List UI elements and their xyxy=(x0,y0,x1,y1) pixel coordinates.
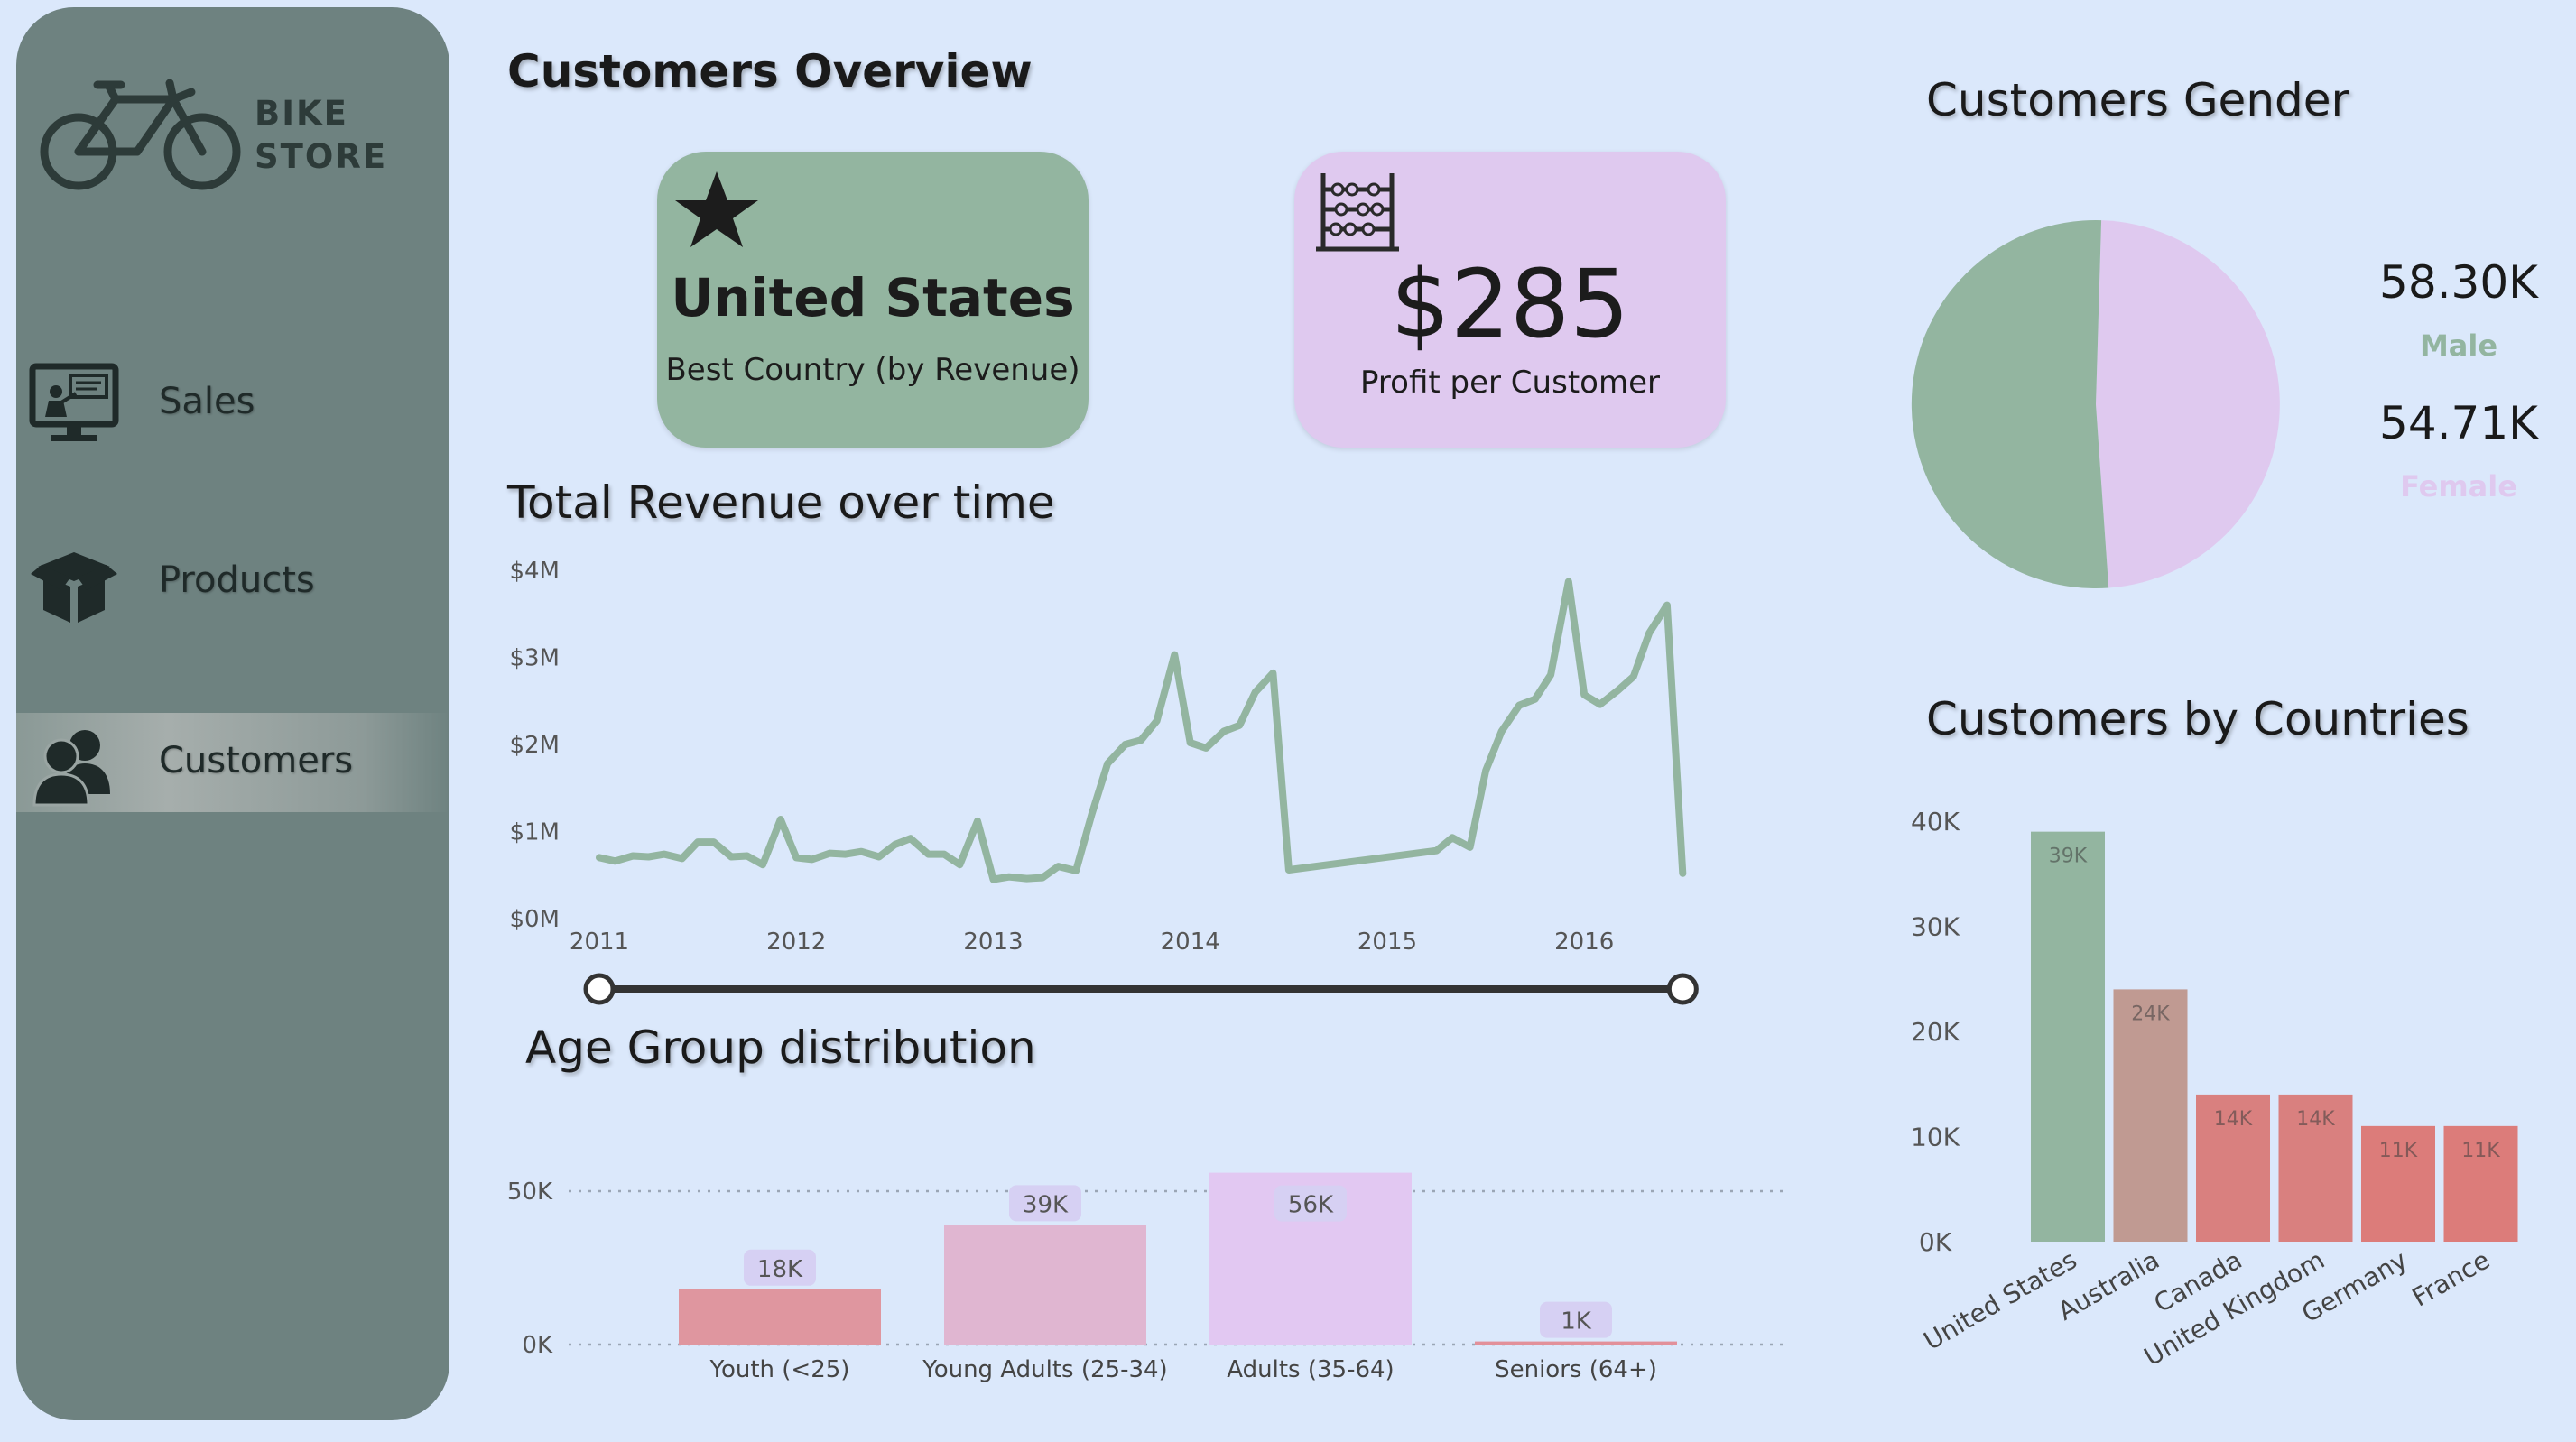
gender-pie-chart[interactable] xyxy=(1904,213,2284,592)
female-count: 54.71K xyxy=(2379,397,2538,449)
male-count: 58.30K xyxy=(2379,256,2538,309)
age-data-label-bg xyxy=(744,1249,816,1286)
profit-card: $285 Profit per Customer xyxy=(1294,152,1726,448)
age-chart-title: Age Group distribution xyxy=(525,1021,1036,1074)
age-bar[interactable] xyxy=(679,1289,881,1345)
country-category-label: France xyxy=(2407,1244,2495,1312)
profit-caption: Profit per Customer xyxy=(1360,365,1660,401)
male-label: Male xyxy=(2419,328,2498,363)
country-bar[interactable] xyxy=(2361,1125,2435,1242)
users-icon xyxy=(32,730,110,807)
country-bar[interactable] xyxy=(2113,989,2188,1242)
revenue-y-tick: $1M xyxy=(509,819,560,846)
age-category-label: Seniors (64+) xyxy=(1495,1356,1657,1383)
country-bar[interactable] xyxy=(2278,1094,2353,1242)
best-country-card: United States Best Country (by Revenue) xyxy=(657,152,1089,448)
nav-item-customers[interactable]: Customers xyxy=(16,713,449,812)
age-data-label-bg xyxy=(1274,1185,1347,1222)
nav-label-customers: Customers xyxy=(159,740,354,781)
revenue-chart-title: Total Revenue over time xyxy=(507,476,1055,529)
age-data-label-bg xyxy=(1540,1301,1612,1338)
revenue-y-tick: $2M xyxy=(509,732,560,759)
revenue-x-tick: 2013 xyxy=(963,929,1023,956)
countries-y-tick: 0K xyxy=(1919,1227,1952,1257)
age-data-label: 39K xyxy=(1023,1191,1069,1218)
abacus-icon xyxy=(1316,173,1399,252)
revenue-series-line xyxy=(596,578,1687,883)
age-data-label: 56K xyxy=(1288,1192,1334,1219)
age-data-label-bg xyxy=(1009,1185,1081,1222)
female-label: Female xyxy=(2400,469,2517,504)
country-data-label: 24K xyxy=(2131,1003,2170,1025)
country-data-label: 11K xyxy=(2379,1140,2418,1162)
revenue-x-tick: 2015 xyxy=(1357,929,1417,956)
monitor-presentation-icon xyxy=(29,363,119,441)
revenue-y-tick: $3M xyxy=(509,645,560,672)
revenue-y-tick: $4M xyxy=(509,558,560,585)
best-country-value: United States xyxy=(671,267,1075,328)
countries-y-tick: 40K xyxy=(1911,807,1960,837)
profit-value: $285 xyxy=(1390,249,1630,359)
revenue-x-tick: 2011 xyxy=(570,929,629,956)
countries-y-tick: 10K xyxy=(1911,1123,1960,1152)
country-bar[interactable] xyxy=(2196,1094,2270,1242)
best-country-caption: Best Country (by Revenue) xyxy=(665,352,1080,388)
countries-y-tick: 20K xyxy=(1911,1017,1960,1047)
revenue-x-tick: 2016 xyxy=(1554,929,1614,956)
age-data-label: 18K xyxy=(757,1256,803,1283)
gender-pie-slice-male[interactable] xyxy=(1911,220,2109,589)
country-data-label: 14K xyxy=(2296,1108,2335,1131)
age-bar[interactable] xyxy=(944,1225,1146,1345)
country-data-label: 14K xyxy=(2214,1108,2253,1131)
bike-logo-icon xyxy=(40,79,241,190)
age-y-tick: 0K xyxy=(522,1332,553,1359)
nav-item-products[interactable]: Products xyxy=(16,532,449,632)
country-bar[interactable] xyxy=(2443,1125,2518,1242)
country-bar[interactable] xyxy=(2031,831,2105,1242)
revenue-y-tick: $0M xyxy=(509,906,560,933)
age-category-label: Adults (35-64) xyxy=(1227,1356,1394,1383)
nav-label-sales: Sales xyxy=(159,381,255,422)
revenue-line-chart[interactable]: $0M $1M $2M $3M $4M 2011 2012 2013 2014 2015 2016 xyxy=(487,541,1787,1011)
age-group-bar-chart[interactable]: 0K 50K 18K Youth (<25) 39K Young Adults (25-3… xyxy=(487,1101,1805,1399)
brand-name: BIKE STORE xyxy=(255,92,387,179)
age-bar[interactable] xyxy=(1475,1341,1677,1345)
brand-line-2: STORE xyxy=(255,137,388,176)
age-category-label: Youth (<25) xyxy=(709,1356,850,1383)
page-title: Customers Overview xyxy=(507,45,1033,97)
revenue-x-tick: 2014 xyxy=(1161,929,1220,956)
age-y-tick: 50K xyxy=(507,1179,553,1206)
countries-chart-title: Customers by Countries xyxy=(1926,693,2469,745)
revenue-x-tick: 2012 xyxy=(766,929,826,956)
age-category-label: Young Adults (25-34) xyxy=(922,1356,1167,1383)
countries-y-tick: 30K xyxy=(1911,912,1960,942)
box-icon xyxy=(31,552,117,623)
range-slider-end-handle[interactable] xyxy=(1666,973,1699,1005)
brand-line-1: BIKE xyxy=(255,94,348,133)
country-data-label: 11K xyxy=(2461,1140,2500,1162)
age-data-label: 1K xyxy=(1561,1308,1592,1336)
nav-label-products: Products xyxy=(159,559,315,601)
gender-chart-title: Customers Gender xyxy=(1926,74,2350,126)
gender-pie-slice-female[interactable] xyxy=(2096,220,2280,588)
nav-item-sales[interactable]: Sales xyxy=(16,354,449,453)
star-icon xyxy=(675,171,758,247)
country-data-label: 39K xyxy=(2049,846,2088,868)
range-slider-start-handle[interactable] xyxy=(583,973,616,1005)
